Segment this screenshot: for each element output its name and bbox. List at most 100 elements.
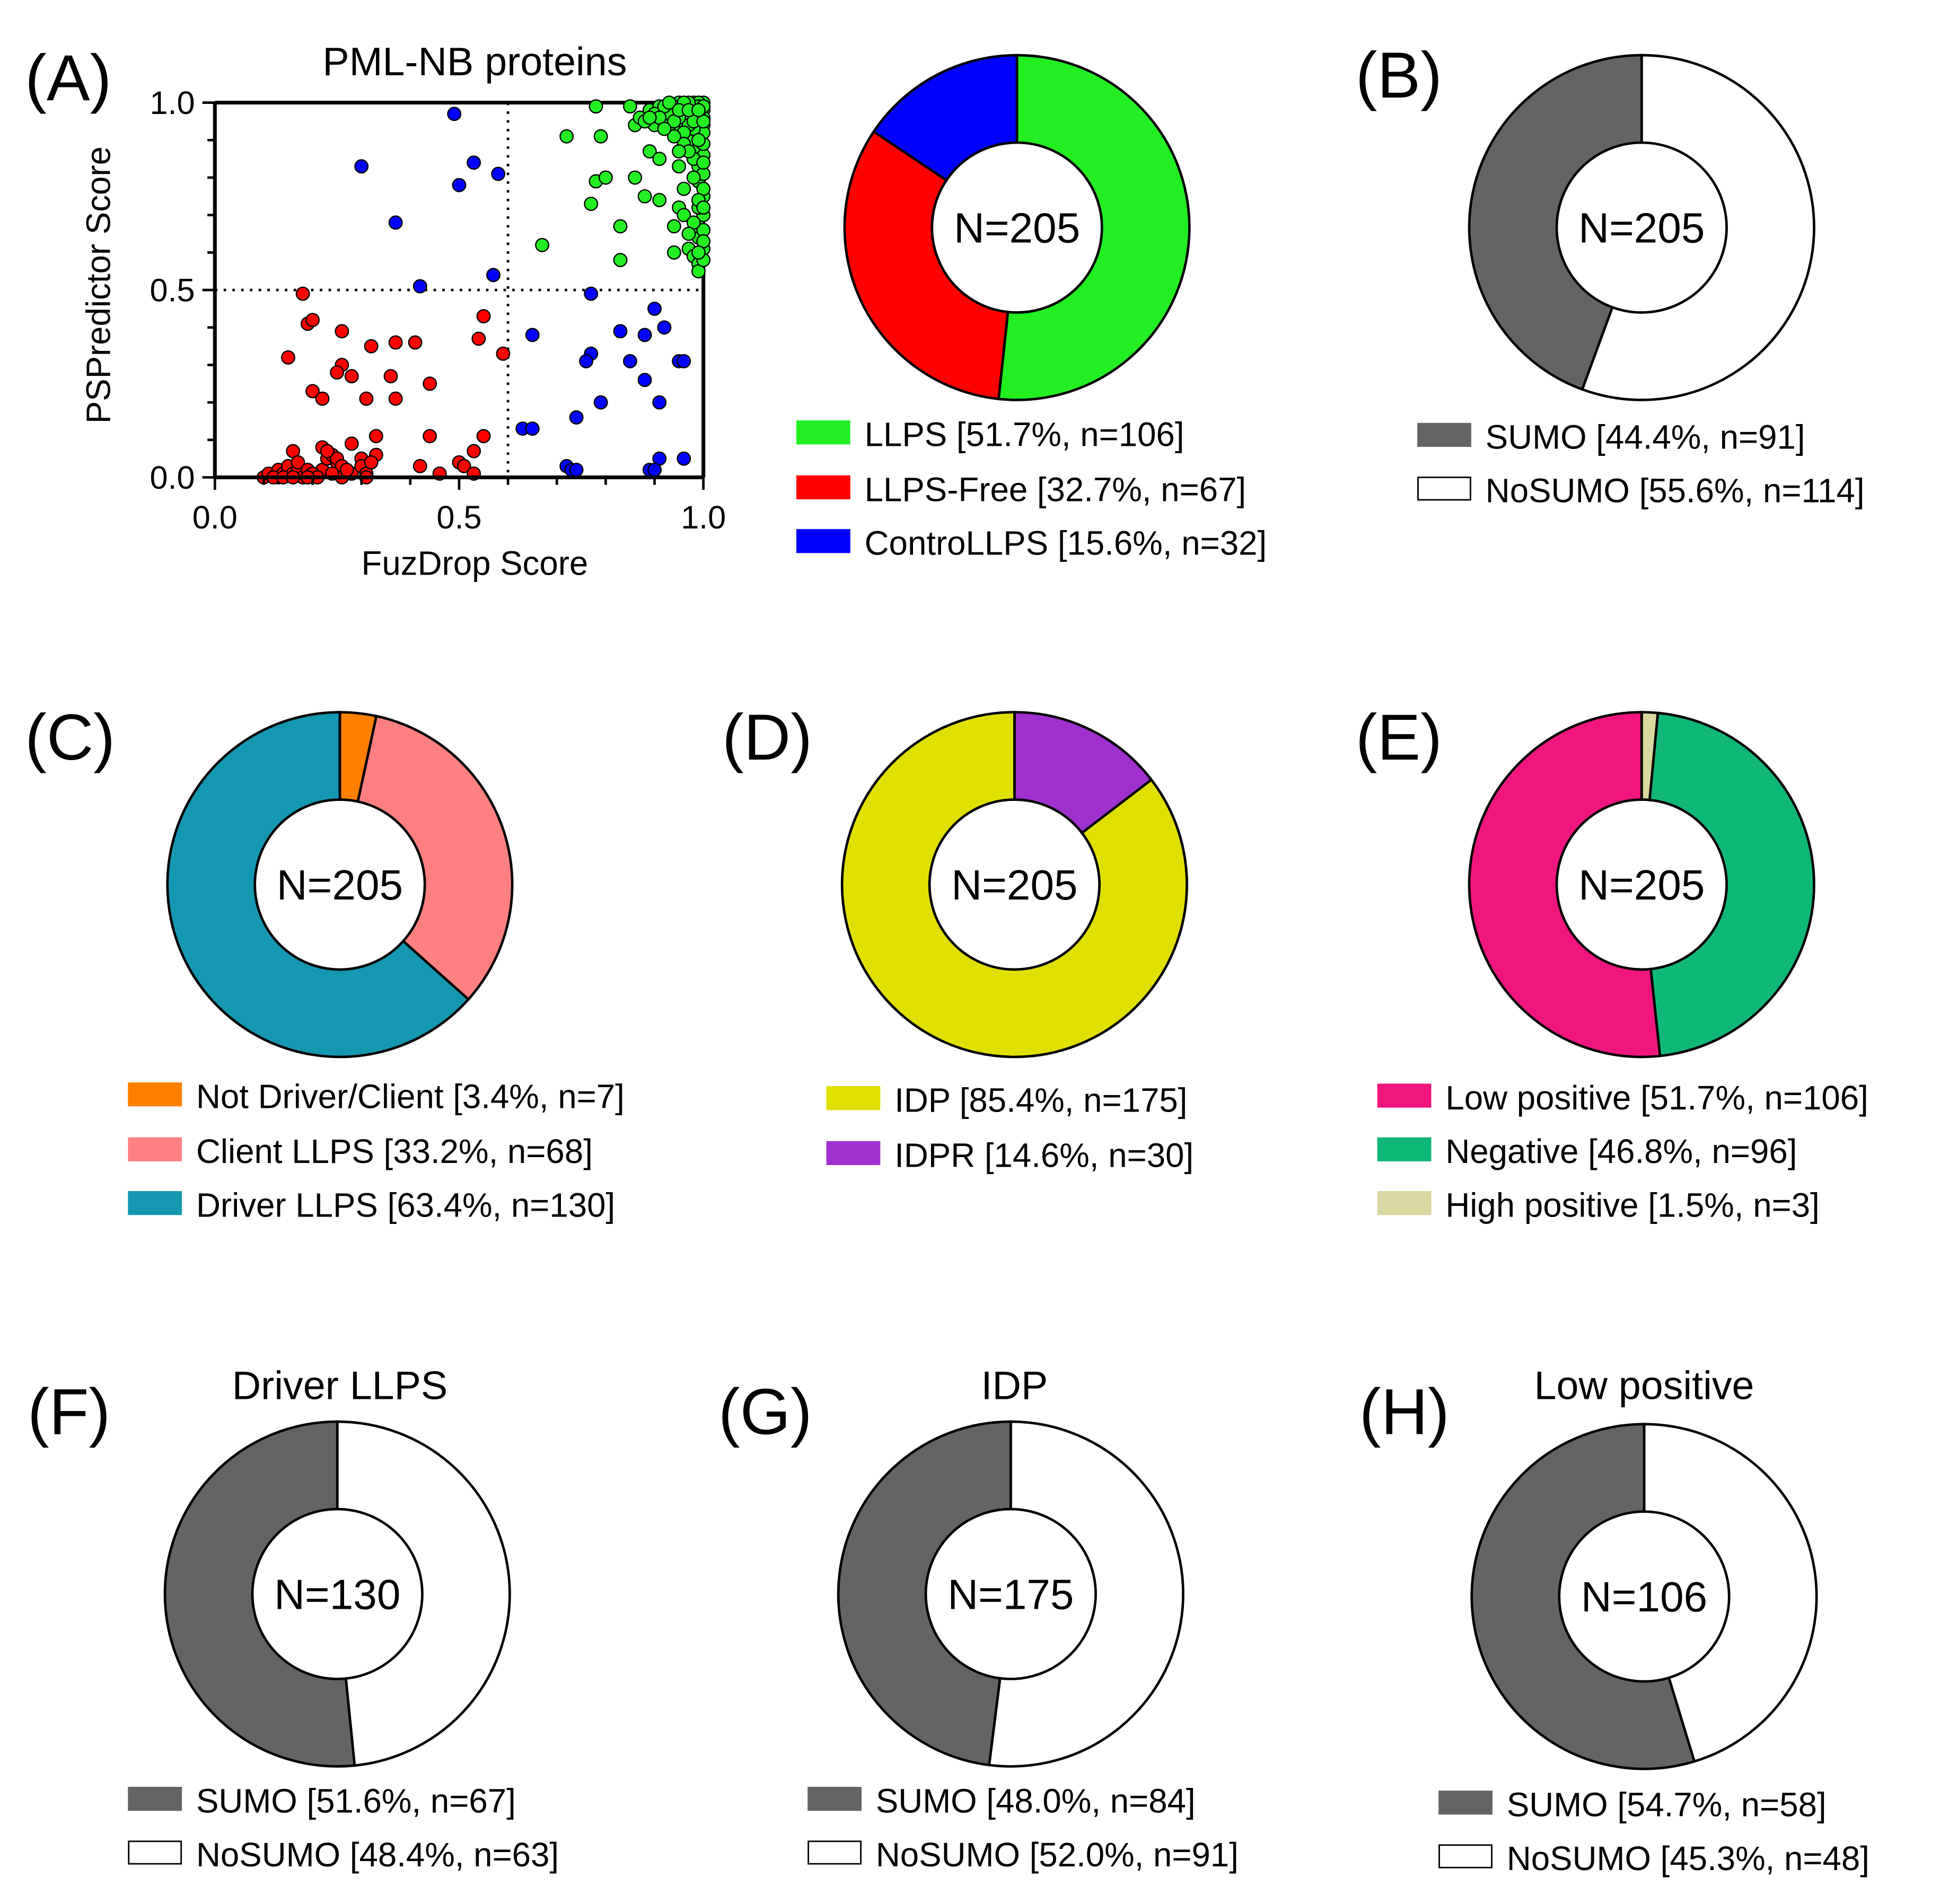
scatter-point-llps bbox=[628, 170, 643, 185]
scatter-point-llps bbox=[613, 219, 628, 234]
scatter-point-llps bbox=[584, 197, 599, 211]
legend-swatch bbox=[128, 1787, 182, 1811]
legend-label: Driver LLPS [63.4%, n=130] bbox=[196, 1187, 615, 1224]
scatter-point-llps bbox=[589, 99, 603, 114]
scatter-point-llps-free bbox=[364, 455, 379, 470]
donut-slice-nosumo bbox=[336, 1420, 511, 1767]
scatter-point-llps-free bbox=[467, 444, 481, 459]
donut-panels: N=205 LLPS [51.7%, n=106] LLPS-Free [32.7%… bbox=[25, 39, 1869, 1877]
scatter-point-controllps bbox=[593, 395, 608, 410]
donut-center-label: N=175 bbox=[947, 1570, 1074, 1618]
donut-chart-f: (F) Driver LLPS N=130 SUMO [51.6%, n=67] NoS… bbox=[28, 1363, 559, 1874]
legend-swatch bbox=[128, 1191, 182, 1215]
panel-label: (B) bbox=[1356, 39, 1442, 111]
scatter-point-llps-free bbox=[368, 429, 383, 444]
scatter-point-llps bbox=[681, 226, 696, 241]
legend-swatch bbox=[1377, 1191, 1432, 1215]
legend-item: Client LLPS [33.2%, n=68] bbox=[128, 1133, 593, 1170]
donut-chart-d: (D) N=205 IDP [85.4%, n=175] IDPR [14.6%, n… bbox=[722, 701, 1193, 1174]
scatter-point-llps-free bbox=[364, 339, 379, 354]
legend-label: NoSUMO [45.3%, n=48] bbox=[1507, 1840, 1869, 1877]
donut-chart-a-donut: N=205 LLPS [51.7%, n=106] LLPS-Free [32.7%… bbox=[796, 54, 1267, 562]
donut-slice-nosumo bbox=[1581, 54, 1815, 401]
donut-slice-negative bbox=[1648, 711, 1815, 1057]
legend-item: NoSUMO [52.0%, n=91] bbox=[807, 1836, 1239, 1874]
legend-label: SUMO [48.0%, n=84] bbox=[876, 1783, 1196, 1820]
legend-swatch bbox=[1438, 1791, 1493, 1815]
scatter-point-llps bbox=[691, 103, 706, 118]
scatter-point-controllps bbox=[637, 373, 652, 387]
donut-slice-sumo bbox=[837, 1420, 1012, 1767]
scatter-point-llps-free bbox=[476, 309, 491, 324]
scatter-point-llps-free bbox=[291, 455, 305, 470]
legend-item: NoSUMO [48.4%, n=63] bbox=[128, 1836, 559, 1874]
scatter-point-llps bbox=[623, 99, 637, 114]
scatter-point-llps-free bbox=[339, 462, 354, 477]
donut-slice-nosumo bbox=[1643, 1423, 1818, 1763]
scatter-point-llps-free bbox=[412, 459, 427, 473]
scatter-point-llps-free bbox=[305, 384, 320, 399]
scatter-point-llps bbox=[666, 245, 681, 260]
chart-title: Low positive bbox=[1534, 1363, 1754, 1408]
scatter-point-controllps bbox=[452, 178, 467, 192]
scatter-point-controllps bbox=[388, 215, 403, 230]
scatter-point-controllps bbox=[677, 354, 691, 368]
donut-slice-idp bbox=[840, 711, 1188, 1059]
scatter-point-llps bbox=[652, 152, 667, 166]
donut-slice-low-positive bbox=[1468, 711, 1662, 1059]
scatter-point-controllps bbox=[525, 421, 540, 436]
scatter-point-llps bbox=[691, 133, 706, 147]
scatter-point-llps-free bbox=[344, 369, 359, 384]
panel-label: (F) bbox=[28, 1376, 110, 1448]
scatter-point-llps bbox=[696, 200, 711, 215]
scatter-point-llps-free bbox=[330, 365, 345, 380]
scatter-point-llps bbox=[657, 121, 672, 136]
legend-swatch bbox=[128, 1840, 182, 1865]
panel-label: (C) bbox=[25, 701, 115, 773]
scatter-point-llps bbox=[666, 219, 681, 234]
legend-label: SUMO [44.4%, n=91] bbox=[1486, 418, 1805, 456]
donut-chart-e: (E) N=205 Low positive [51.7%, n=106] Negat… bbox=[1356, 701, 1868, 1224]
scatter-panel-a: (A) PML-NB proteins 0.00.0 0.5 0.5 1.0 1.0 FuzD… bbox=[25, 39, 726, 583]
donut-slice-idpr bbox=[1013, 711, 1153, 835]
donut-center-label: N=205 bbox=[277, 861, 403, 909]
scatter-point-llps-free bbox=[388, 335, 403, 350]
scatter-point-controllps bbox=[412, 279, 427, 294]
donut-slice-driver-llps bbox=[166, 711, 470, 1059]
legend-label: LLPS-Free [32.7%, n=67] bbox=[865, 471, 1246, 508]
scatter-point-llps-free bbox=[496, 346, 511, 361]
scatter-point-llps-free bbox=[388, 391, 403, 406]
donut-slice-sumo bbox=[1470, 1423, 1696, 1770]
scatter-point-controllps bbox=[447, 107, 462, 121]
donut-chart-c: (C) N=205 Not Driver/Client [3.4%, n=7] Cli… bbox=[25, 701, 625, 1224]
legend-swatch bbox=[796, 475, 850, 500]
donut-center-label: N=205 bbox=[951, 861, 1077, 909]
scatter-point-llps-free bbox=[281, 350, 295, 365]
donut-center-label: N=205 bbox=[954, 204, 1080, 252]
scatter-point-controllps bbox=[657, 320, 672, 335]
legend-label: Not Driver/Client [3.4%, n=7] bbox=[196, 1078, 625, 1116]
y-tick-label: 0.5 bbox=[150, 272, 195, 308]
scatter-point-llps bbox=[598, 170, 613, 185]
legend-swatch bbox=[826, 1086, 881, 1110]
scatter-point-controllps bbox=[579, 354, 593, 368]
legend-label: SUMO [54.7%, n=58] bbox=[1507, 1786, 1827, 1824]
panel-label: (A) bbox=[25, 41, 111, 114]
legend-label: LLPS [51.7%, n=106] bbox=[865, 416, 1184, 454]
scatter-point-llps bbox=[696, 155, 711, 170]
scatter-point-llps-free bbox=[320, 444, 335, 459]
scatter-point-llps-free bbox=[476, 429, 491, 444]
legend-label: Client LLPS [33.2%, n=68] bbox=[196, 1133, 593, 1170]
scatter-point-controllps bbox=[647, 462, 662, 477]
scatter-points bbox=[257, 95, 711, 484]
legend-swatch bbox=[1377, 1137, 1432, 1161]
scatter-point-llps bbox=[677, 181, 691, 196]
legend-item: LLPS-Free [32.7%, n=67] bbox=[796, 471, 1246, 508]
panel-label: (E) bbox=[1356, 701, 1442, 773]
scatter-point-controllps bbox=[584, 286, 599, 301]
scatter-point-controllps bbox=[491, 166, 506, 181]
donut-center-label: N=130 bbox=[274, 1570, 400, 1618]
legend-swatch bbox=[796, 529, 850, 553]
legend-item: NoSUMO [45.3%, n=48] bbox=[1438, 1840, 1869, 1877]
